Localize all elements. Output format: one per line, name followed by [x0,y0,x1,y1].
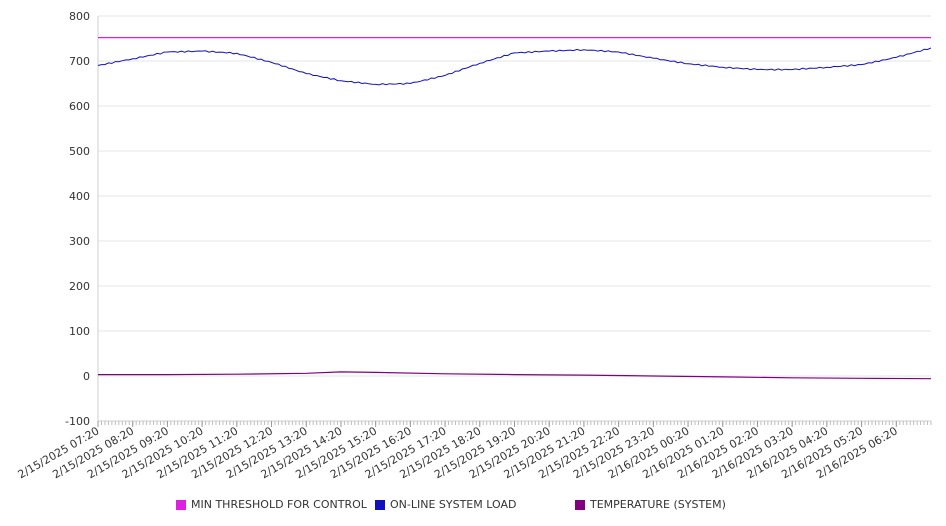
legend-label: TEMPERATURE (SYSTEM) [590,498,726,511]
legend-label: ON-LINE SYSTEM LOAD [390,498,517,511]
y-tick-label: 300 [69,235,90,248]
x-tick-labels: 2/15/2025 07:202/15/2025 08:202/15/2025 … [16,424,900,481]
y-tick-label: 200 [69,280,90,293]
legend-swatch-icon [176,499,186,510]
series-line-on-line-system-load [97,47,932,86]
y-tick-label: 600 [69,100,90,113]
y-tick-label: 100 [69,325,90,338]
axes [97,16,932,427]
legend-label: MIN THRESHOLD FOR CONTROL [191,498,367,511]
legend: MIN THRESHOLD FOR CONTROL ON-LINE SYSTEM… [0,498,946,514]
legend-item-min-threshold[interactable]: MIN THRESHOLD FOR CONTROL [176,498,367,511]
legend-item-system-load[interactable]: ON-LINE SYSTEM LOAD [375,498,516,511]
legend-swatch-icon [575,499,585,510]
y-tick-label: 400 [69,190,90,203]
y-tick-label: 800 [69,10,90,23]
y-tick-label: -100 [65,415,90,428]
y-tick-label: 0 [83,370,90,383]
y-tick-label: 500 [69,145,90,158]
legend-item-temperature[interactable]: TEMPERATURE (SYSTEM) [575,498,726,511]
series-line-temperature-system [98,371,932,380]
series-layer [97,37,932,380]
legend-swatch-icon [375,499,385,510]
y-tick-label: 700 [69,55,90,68]
grid-lines [98,15,931,422]
y-tick-labels: 800 700 600 500 400 300 200 100 0 -100 [65,10,90,428]
